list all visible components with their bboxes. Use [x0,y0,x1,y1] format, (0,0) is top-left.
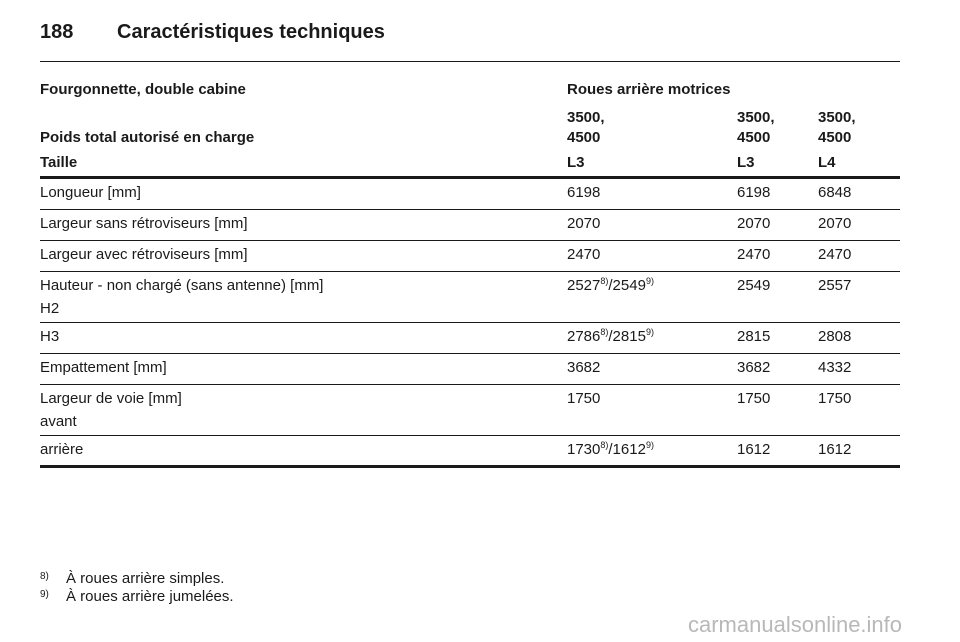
cell-value: 3682 [567,359,601,376]
cell-value: 1612 [818,441,852,458]
cell-value: 2557 [818,277,852,294]
cell-value: 4332 [818,359,852,376]
weight-value: 4500 [737,129,771,146]
cell-text: /2815 [608,328,646,345]
cell-value: 2470 [818,246,852,263]
cell-value: 17308)/16129) [567,441,654,459]
footnote-ref: 8) [600,276,609,286]
table-rule [40,209,900,210]
header-rule [40,61,900,62]
table-rule [40,435,900,436]
footnote-ref: 8) [600,327,609,337]
row-label: H2 [40,300,60,317]
table-rule [40,271,900,272]
table-rule [40,240,900,241]
row-label: avant [40,413,77,430]
cell-value: 2549 [737,277,771,294]
cell-text: 1730 [567,441,601,458]
row-label: Largeur de voie [mm] [40,390,182,407]
row-label: Hauteur - non chargé (sans antenne) [mm] [40,277,324,294]
weight-value: 4500 [818,129,852,146]
cell-value: 6198 [737,184,771,201]
weight-value: 4500 [567,129,601,146]
cell-value: 2070 [737,215,771,232]
cell-value: 2470 [567,246,601,263]
size-value: L4 [818,154,836,171]
cell-value: 27868)/28159) [567,328,654,346]
footnote-ref: 9) [645,327,654,337]
page-number: 188 [40,21,74,43]
cell-value: 3682 [737,359,771,376]
cell-value: 6848 [818,184,852,201]
cell-value: 1750 [818,390,852,407]
cell-value: 2470 [737,246,771,263]
footnote-ref: 8) [600,440,609,450]
footnote-text: À roues arrière jumelées. [66,588,234,605]
cell-value: 1612 [737,441,771,458]
weight-value: 3500, [567,109,605,126]
size-value: L3 [737,154,755,171]
column-heading: Fourgonnette, double cabine [40,81,246,98]
cell-value: 2815 [737,328,771,345]
footnote-ref: 9) [645,276,654,286]
row-label: H3 [40,328,60,345]
page-title: Caractéristiques techniques [117,21,385,43]
watermark: carmanualsonline.info [688,612,903,637]
table-rule [40,353,900,354]
row-heading: Poids total autorisé en charge [40,129,255,146]
cell-value: 2070 [567,215,601,232]
row-label: Largeur sans rétroviseurs [mm] [40,215,248,232]
cell-value: 1750 [737,390,771,407]
table-rule [40,322,900,323]
size-value: L3 [567,154,585,171]
cell-value: 25278)/25499) [567,277,654,295]
footnote-mark: 8) [40,571,49,582]
cell-text: 2527 [567,277,601,294]
footnote-text: À roues arrière simples. [66,570,225,587]
cell-value: 2070 [818,215,852,232]
row-label: Longueur [mm] [40,184,141,201]
column-heading: Roues arrière motrices [567,81,731,98]
cell-value: 2808 [818,328,852,345]
cell-text: /2549 [608,277,646,294]
row-heading: Taille [40,154,78,171]
footnote-ref: 9) [645,440,654,450]
row-label: arrière [40,441,84,458]
row-label: Largeur avec rétroviseurs [mm] [40,246,248,263]
weight-value: 3500, [818,109,856,126]
table-rule [40,176,900,179]
footnote-mark: 9) [40,589,49,600]
cell-value: 1750 [567,390,601,407]
row-label: Empattement [mm] [40,359,167,376]
cell-text: 2786 [567,328,601,345]
table-rule [40,384,900,385]
cell-text: /1612 [608,441,646,458]
weight-value: 3500, [737,109,775,126]
cell-value: 6198 [567,184,601,201]
table-rule [40,465,900,468]
